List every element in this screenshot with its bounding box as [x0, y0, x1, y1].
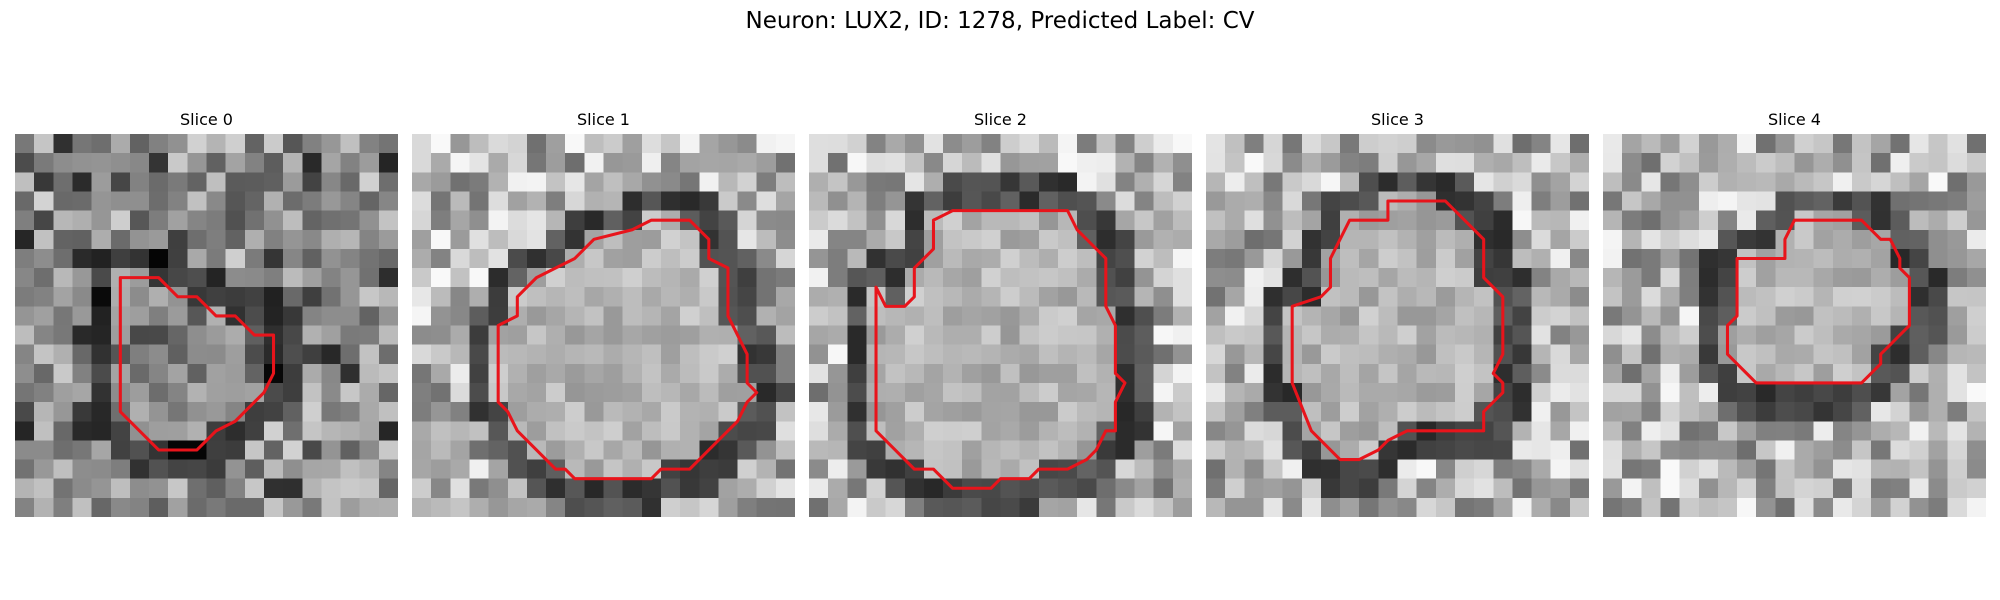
slice-image-2	[809, 134, 1192, 517]
figure-title: Neuron: LUX2, ID: 1278, Predicted Label:…	[745, 8, 1255, 34]
slice-image-4	[1603, 134, 1986, 517]
slice-title: Slice 0	[180, 110, 233, 129]
segmentation-contour	[1290, 199, 1505, 462]
segmentation-contour	[496, 218, 759, 481]
slice-panel-3: Slice 3	[1206, 110, 1589, 517]
slice-title: Slice 3	[1371, 110, 1424, 129]
segmentation-contour	[118, 276, 276, 452]
grayscale-patch	[15, 134, 398, 517]
segmentation-contour	[874, 209, 1127, 490]
contour-overlay	[118, 276, 276, 452]
contour-overlay	[496, 218, 759, 481]
slice-image-3	[1206, 134, 1589, 517]
grayscale-patch	[1603, 134, 1986, 517]
slice-title: Slice 1	[577, 110, 630, 129]
slice-title: Slice 2	[974, 110, 1027, 129]
slice-panel-2: Slice 2	[809, 110, 1192, 517]
slice-panel-4: Slice 4	[1603, 110, 1986, 517]
contour-overlay	[1290, 199, 1505, 462]
slice-image-1	[412, 134, 795, 517]
grayscale-patch	[809, 134, 1192, 517]
contour-overlay	[1725, 218, 1911, 385]
slice-panel-0: Slice 0	[15, 110, 398, 517]
slice-panel-1: Slice 1	[412, 110, 795, 517]
slice-title: Slice 4	[1768, 110, 1821, 129]
segmentation-contour	[1725, 218, 1911, 385]
grayscale-patch	[1206, 134, 1589, 517]
slice-image-0	[15, 134, 398, 517]
contour-overlay	[874, 209, 1127, 490]
